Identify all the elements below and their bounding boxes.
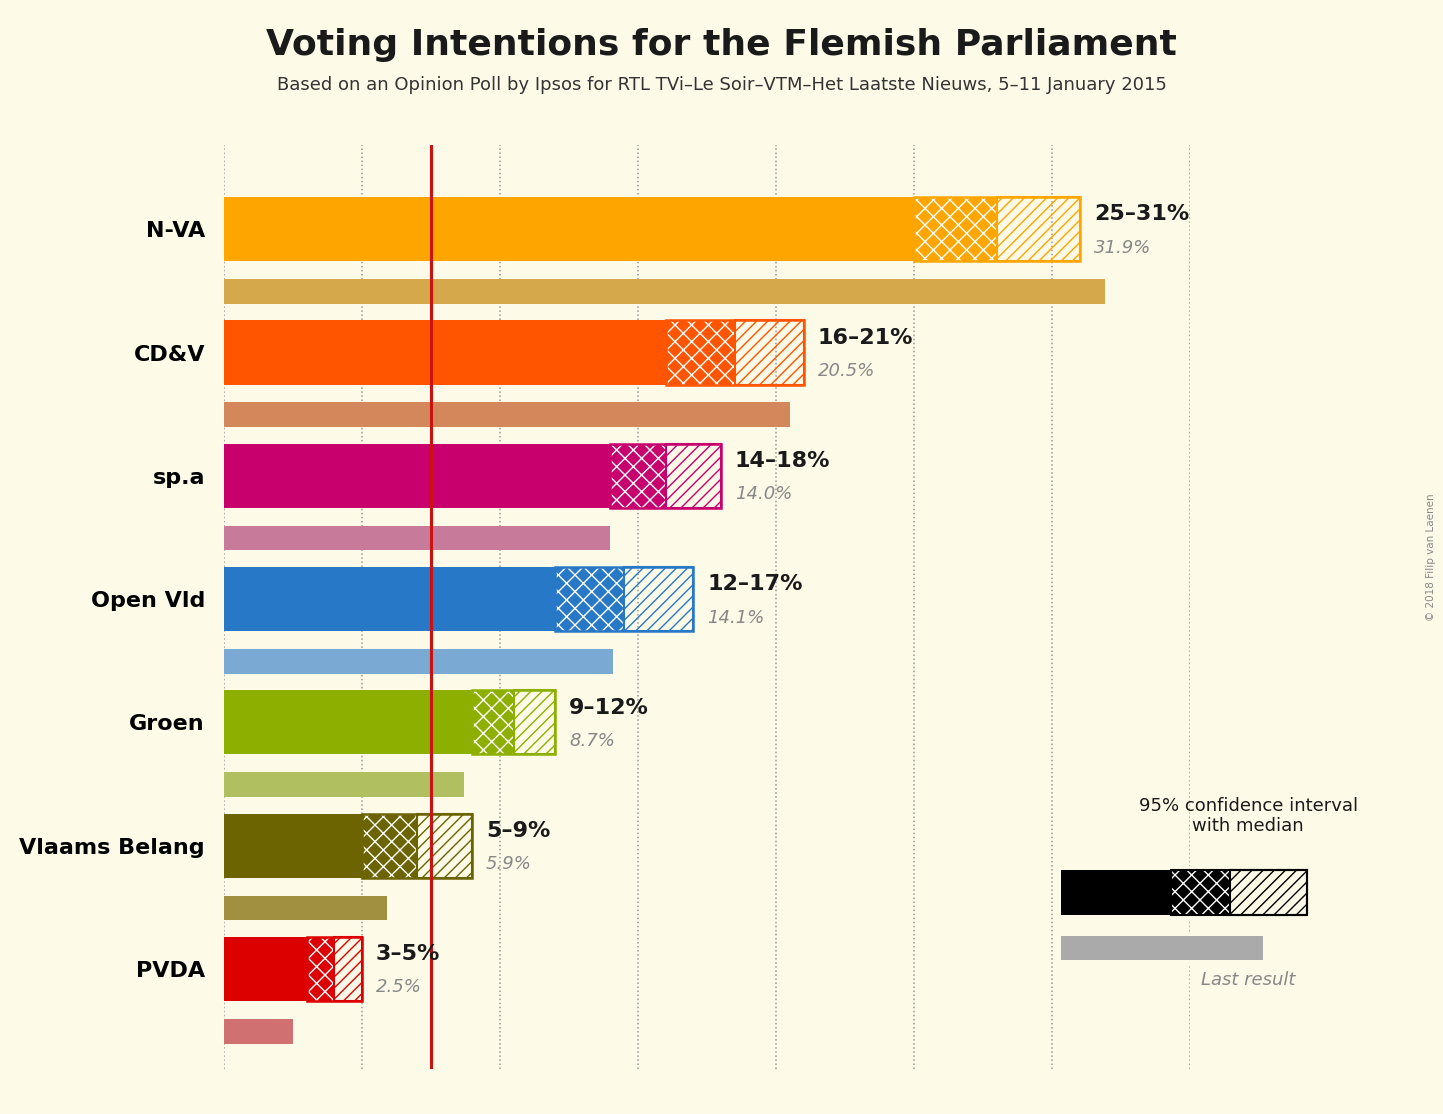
Text: 12–17%: 12–17% xyxy=(707,575,802,595)
Bar xyxy=(1061,870,1170,915)
Bar xyxy=(665,321,804,384)
Bar xyxy=(306,937,335,1001)
Bar xyxy=(556,567,625,632)
Bar xyxy=(625,567,693,632)
Bar xyxy=(224,649,613,674)
Bar xyxy=(306,937,362,1001)
Text: Last result: Last result xyxy=(1201,971,1296,989)
Bar xyxy=(224,813,362,878)
Text: 14.1%: 14.1% xyxy=(707,608,765,626)
Bar xyxy=(472,691,514,754)
Bar xyxy=(224,937,306,1001)
Bar xyxy=(362,813,417,878)
Bar xyxy=(1170,870,1231,915)
Text: 5.9%: 5.9% xyxy=(486,856,532,873)
Bar xyxy=(224,896,387,920)
Bar xyxy=(224,197,915,262)
Text: 9–12%: 9–12% xyxy=(569,697,649,717)
Bar xyxy=(1231,870,1307,915)
Bar xyxy=(610,443,722,508)
Text: 8.7%: 8.7% xyxy=(569,732,615,750)
Bar xyxy=(665,443,722,508)
Text: 20.5%: 20.5% xyxy=(818,362,874,380)
Text: 25–31%: 25–31% xyxy=(1094,205,1189,225)
Bar xyxy=(224,1019,293,1044)
Bar xyxy=(362,813,472,878)
Text: 2.5%: 2.5% xyxy=(375,978,421,996)
Bar xyxy=(610,443,665,508)
Text: Based on an Opinion Poll by Ipsos for RTL TVi–Le Soir–VTM–Het Laatste Nieuws, 5–: Based on an Opinion Poll by Ipsos for RT… xyxy=(277,76,1166,94)
Text: 3–5%: 3–5% xyxy=(375,945,440,965)
Bar xyxy=(734,321,804,384)
Text: © 2018 Filip van Laenen: © 2018 Filip van Laenen xyxy=(1427,494,1436,620)
Bar xyxy=(306,937,335,1001)
Bar xyxy=(556,567,625,632)
Text: 5–9%: 5–9% xyxy=(486,821,550,841)
Bar xyxy=(335,937,362,1001)
Bar xyxy=(224,280,1105,304)
Bar xyxy=(997,197,1079,262)
Bar xyxy=(224,443,610,508)
Bar xyxy=(1061,936,1263,960)
Bar xyxy=(472,691,514,754)
Bar xyxy=(665,321,734,384)
Bar xyxy=(224,402,789,427)
Bar xyxy=(1170,870,1231,915)
Bar xyxy=(224,567,556,632)
Bar xyxy=(915,197,997,262)
Bar xyxy=(915,197,1079,262)
Bar xyxy=(1170,870,1307,915)
Text: 95% confidence interval
with median: 95% confidence interval with median xyxy=(1139,797,1358,836)
Bar xyxy=(362,813,417,878)
Bar xyxy=(610,443,665,508)
Bar xyxy=(224,321,665,384)
Bar xyxy=(665,321,734,384)
Bar xyxy=(472,691,556,754)
Bar xyxy=(224,772,465,797)
Text: 31.9%: 31.9% xyxy=(1094,238,1152,256)
Text: 14.0%: 14.0% xyxy=(734,486,792,504)
Bar xyxy=(556,567,693,632)
Bar xyxy=(417,813,472,878)
Bar xyxy=(514,691,556,754)
Bar xyxy=(915,197,997,262)
Text: 14–18%: 14–18% xyxy=(734,451,830,471)
Bar xyxy=(224,691,472,754)
Bar xyxy=(224,526,610,550)
Text: 16–21%: 16–21% xyxy=(818,328,913,348)
Text: Voting Intentions for the Flemish Parliament: Voting Intentions for the Flemish Parlia… xyxy=(266,28,1177,62)
